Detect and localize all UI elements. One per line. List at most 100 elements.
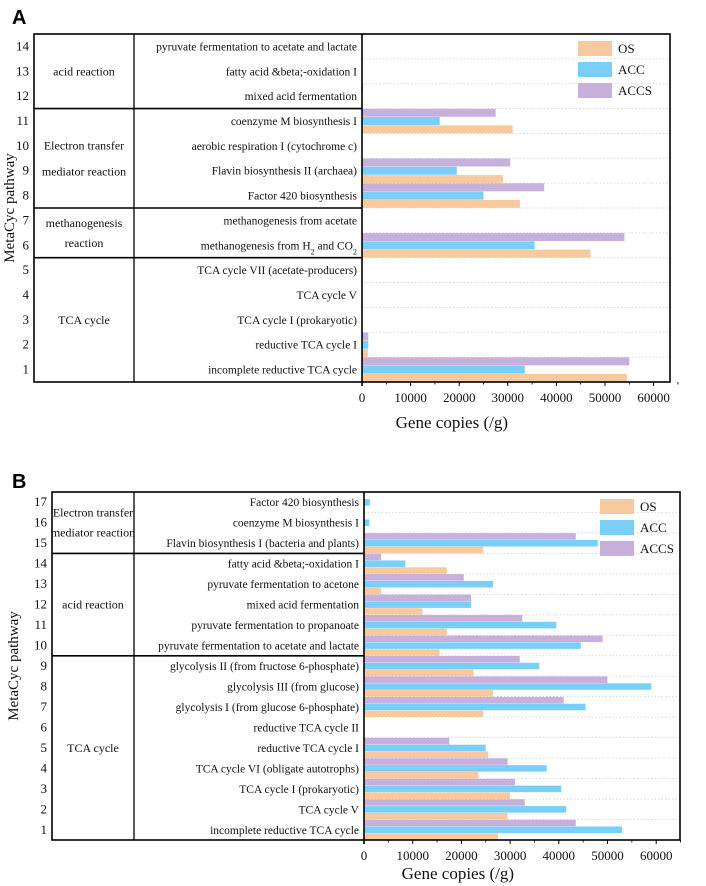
pathway-label: glycolysis I (from glucose 6-phosphate) xyxy=(176,702,359,714)
bar-os xyxy=(364,649,440,656)
panel-label: A xyxy=(12,7,26,29)
legend-swatch-accs xyxy=(578,83,612,98)
legend-swatch-accs xyxy=(600,541,634,556)
bar-os xyxy=(364,546,484,554)
bar-acc xyxy=(364,683,652,690)
legend-swatch-os xyxy=(600,499,634,514)
pathway-number: 6 xyxy=(41,719,48,734)
group-label: TCA cycle xyxy=(58,313,110,327)
x-tick-label: 20000 xyxy=(443,390,476,405)
pathway-number: 8 xyxy=(23,188,30,203)
bar-acc xyxy=(364,519,370,527)
pathway-number: 2 xyxy=(23,337,30,352)
bar-accs xyxy=(364,533,576,540)
bar-accs xyxy=(362,158,511,167)
pathway-label: TCA cycle V xyxy=(297,290,358,302)
pathway-number: 1 xyxy=(23,362,30,377)
bar-acc xyxy=(362,340,369,349)
bar-os xyxy=(364,751,489,759)
x-tick-label: 60000 xyxy=(640,848,673,863)
bar-accs xyxy=(364,655,520,663)
bar-acc xyxy=(364,580,494,588)
pathway-label: coenzyme M biosynthesis I xyxy=(231,116,357,128)
pathway-number: 3 xyxy=(23,312,30,327)
pathway-label: glycolysis III (from glucose) xyxy=(227,681,359,693)
bar-acc xyxy=(364,499,370,506)
bar-os xyxy=(362,175,503,184)
bar-accs xyxy=(364,799,525,806)
pathway-label: TCA cycle V xyxy=(299,804,360,816)
bar-acc xyxy=(364,703,586,711)
panel-b: B Electron transfer mediator reaction acid … xyxy=(6,471,681,883)
group-label: TCA cycle xyxy=(67,741,119,755)
pathway-label-part: 2 xyxy=(353,247,357,256)
pathway-label: incomplete reductive TCA cycle xyxy=(210,825,359,837)
bar-acc xyxy=(362,365,525,374)
pathway-number: 16 xyxy=(34,515,48,530)
pathway-number: 7 xyxy=(23,212,30,227)
pathway-number: 11 xyxy=(34,617,47,632)
pathway-label: aerobic respiration I (cytochrome c) xyxy=(192,141,358,153)
pathway-label-part: and CO xyxy=(315,240,353,252)
group-label: acid reaction xyxy=(62,598,124,612)
pathway-label: TCA cycle I (prokaryotic) xyxy=(239,784,359,796)
bar-accs xyxy=(364,758,508,765)
pathway-label: reductive TCA cycle I xyxy=(257,743,359,755)
panel-label: B xyxy=(12,471,26,493)
bar-os xyxy=(362,199,520,208)
legend-label: OS xyxy=(640,499,657,514)
pathway-label: Flavin biosynthesis I (bacteria and plan… xyxy=(166,538,359,550)
x-tick-label: 0 xyxy=(361,848,368,863)
bar-acc xyxy=(364,826,623,834)
bar-acc xyxy=(364,560,406,567)
pathway-number: 12 xyxy=(16,88,29,103)
x-axis-title: Gene copies (/g) xyxy=(396,413,508,432)
pathway-number: 5 xyxy=(23,262,30,277)
bar-accs xyxy=(362,357,630,366)
bar-os xyxy=(364,710,484,718)
x-tick-label: 40000 xyxy=(543,848,576,863)
pathway-label: fatty acid &beta;-oxidation I xyxy=(226,66,357,78)
y-axis-title: MetaCyc pathway xyxy=(6,611,22,721)
pathway-number: 9 xyxy=(23,163,30,178)
group-label-line: reaction xyxy=(65,236,104,250)
legend-swatch-acc xyxy=(600,520,634,535)
bar-acc xyxy=(362,117,440,126)
pathway-label: pyruvate fermentation to acetone xyxy=(207,579,359,591)
pathway-label: Factor 420 biosynthesis xyxy=(250,497,360,509)
bar-os xyxy=(364,567,447,574)
bar-accs xyxy=(364,778,515,786)
pathway-number: 14 xyxy=(34,556,48,571)
bar-acc xyxy=(364,765,547,772)
bar-accs xyxy=(362,183,545,192)
bar-os xyxy=(364,792,511,799)
group-label-line: Electron transfer xyxy=(53,506,133,520)
legend-swatch-os xyxy=(578,41,612,56)
x-tick-label: 10000 xyxy=(394,390,427,405)
legend-label: ACC xyxy=(640,520,667,535)
bar-os xyxy=(362,349,368,358)
pathway-number: 15 xyxy=(34,535,47,550)
legend: OS ACC ACCS xyxy=(600,499,674,556)
bar-acc xyxy=(364,806,567,813)
bar-acc xyxy=(364,744,486,752)
bar-os xyxy=(364,771,479,779)
pathway-label: fatty acid &beta;-oxidation I xyxy=(228,559,359,571)
legend: OS ACC ACCS xyxy=(578,41,652,98)
group-label-line: mediator reaction xyxy=(51,526,135,540)
bar-acc xyxy=(362,191,484,200)
bar-accs xyxy=(362,233,625,242)
pathway-label: TCA cycle VII (acetate-producers) xyxy=(197,265,357,277)
bar-os xyxy=(364,812,508,820)
bar-os xyxy=(362,249,591,258)
bar-acc xyxy=(362,166,457,175)
pathway-label-part: 2 xyxy=(311,247,315,256)
bar-os xyxy=(364,669,474,677)
bar-accs xyxy=(364,676,608,683)
legend-label: OS xyxy=(618,41,635,56)
x-tick-label: 50000 xyxy=(591,848,624,863)
bar-os xyxy=(364,690,494,697)
pathway-number: 4 xyxy=(23,287,30,302)
pathway-label: incomplete reductive TCA cycle xyxy=(208,365,357,377)
